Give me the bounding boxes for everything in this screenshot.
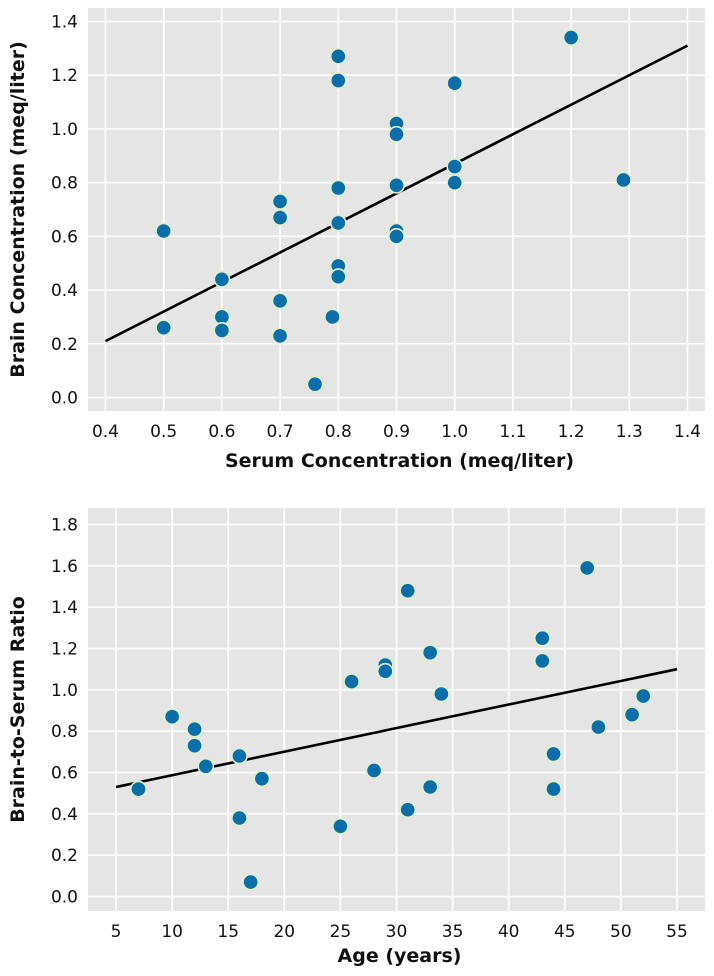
x-tick-label: 1.3 — [616, 422, 643, 442]
data-point — [533, 652, 551, 670]
x-tick-label: 50 — [610, 922, 632, 942]
data-point — [271, 327, 289, 345]
data-point — [615, 171, 632, 189]
data-point — [271, 209, 289, 226]
data-point — [329, 214, 347, 232]
data-point — [329, 268, 347, 286]
data-point — [399, 801, 417, 819]
x-axis-title: Serum Concentration (meq/liter) — [225, 450, 574, 472]
data-point — [186, 737, 203, 755]
data-point — [329, 47, 347, 65]
x-tick-label: 45 — [554, 922, 576, 942]
data-point — [213, 321, 231, 339]
y-tick-label: 0.0 — [51, 389, 78, 409]
data-point — [253, 770, 271, 788]
y-tick-label: 0.2 — [51, 335, 78, 355]
x-tick-label: 20 — [273, 922, 295, 942]
data-point — [388, 125, 405, 143]
x-tick-label: 40 — [498, 922, 520, 942]
age-vs-ratio-scatter-chart: 5 10 15 20 25 30 35 40 45 50 55 0.0 0.2 0.4 0.6 0.8 1.0 1… — [7, 508, 705, 967]
data-point — [324, 308, 341, 326]
data-point — [388, 176, 405, 194]
x-tick-label: 15 — [217, 922, 239, 942]
data-point — [231, 747, 248, 765]
data-point — [446, 174, 464, 192]
data-point — [365, 762, 383, 779]
x-tick-label: 0.6 — [208, 422, 235, 442]
x-tick-label: 1.4 — [674, 422, 701, 442]
data-point — [155, 222, 173, 240]
data-point — [306, 375, 324, 393]
data-point — [213, 270, 231, 288]
y-tick-label: 1.6 — [51, 557, 78, 577]
data-point — [130, 780, 147, 798]
data-point — [329, 179, 347, 197]
y-tick-label: 1.0 — [51, 120, 78, 140]
data-point — [399, 582, 417, 600]
x-tick-label: 35 — [442, 922, 464, 942]
y-tick-label: 1.4 — [51, 598, 78, 618]
x-tick-label: 0.4 — [92, 422, 119, 442]
data-point — [562, 29, 580, 46]
y-tick-label: 0.4 — [51, 805, 78, 825]
data-point — [271, 292, 289, 310]
data-point — [231, 809, 248, 827]
data-point — [578, 559, 596, 577]
data-point — [329, 72, 347, 89]
y-tick-label: 0.2 — [51, 846, 78, 866]
data-point — [332, 817, 349, 835]
x-tick-label: 1.2 — [558, 422, 585, 442]
y-tick-label: 1.0 — [51, 681, 78, 701]
x-tick-label: 5 — [111, 922, 122, 942]
x-tick-label: 25 — [330, 922, 352, 942]
data-point — [623, 706, 641, 724]
data-point — [155, 319, 173, 337]
y-tick-label: 0.6 — [51, 764, 78, 784]
y-tick-label: 0.6 — [51, 227, 78, 247]
y-tick-label: 0.4 — [51, 281, 78, 301]
data-point — [186, 720, 203, 738]
data-point — [446, 158, 464, 175]
data-point — [421, 778, 439, 796]
serum-vs-brain-scatter-chart: 0.4 0.5 0.6 0.7 0.8 0.9 1.0 1.1 1.2 1.3 1.4 0.0 0.2 0… — [7, 8, 705, 472]
y-axis-title: Brain-to-Serum Ratio — [7, 596, 29, 823]
data-point — [545, 780, 562, 798]
data-point — [533, 629, 551, 647]
data-point — [343, 673, 361, 690]
y-tick-label: 1.8 — [51, 516, 78, 536]
y-axis-title: Brain Concentration (meq/liter) — [7, 41, 29, 378]
data-point — [197, 757, 215, 775]
x-tick-label: 30 — [386, 922, 408, 942]
y-tick-label: 1.2 — [51, 640, 78, 660]
data-point — [242, 873, 260, 891]
data-point — [432, 685, 450, 703]
data-point — [271, 193, 289, 210]
y-tick-label: 0.0 — [51, 888, 78, 908]
y-tick-label: 1.4 — [51, 12, 78, 32]
data-point — [634, 687, 652, 705]
data-point — [163, 708, 181, 726]
data-point — [545, 745, 562, 763]
x-tick-label: 55 — [666, 922, 688, 942]
data-point — [376, 662, 394, 680]
data-point — [590, 718, 607, 736]
x-tick-label: 0.8 — [325, 422, 352, 442]
x-tick-label: 1.0 — [441, 422, 468, 442]
data-point — [421, 644, 439, 662]
x-tick-label: 0.7 — [267, 422, 294, 442]
x-tick-label: 1.1 — [499, 422, 526, 442]
x-axis-title: Age (years) — [338, 945, 462, 967]
y-tick-label: 0.8 — [51, 174, 78, 194]
x-tick-label: 10 — [161, 922, 183, 942]
data-point — [388, 227, 405, 245]
x-tick-label: 0.5 — [150, 422, 177, 442]
y-tick-label: 0.8 — [51, 722, 78, 742]
x-tick-label: 0.9 — [383, 422, 410, 442]
data-point — [446, 74, 464, 92]
y-tick-label: 1.2 — [51, 66, 78, 86]
